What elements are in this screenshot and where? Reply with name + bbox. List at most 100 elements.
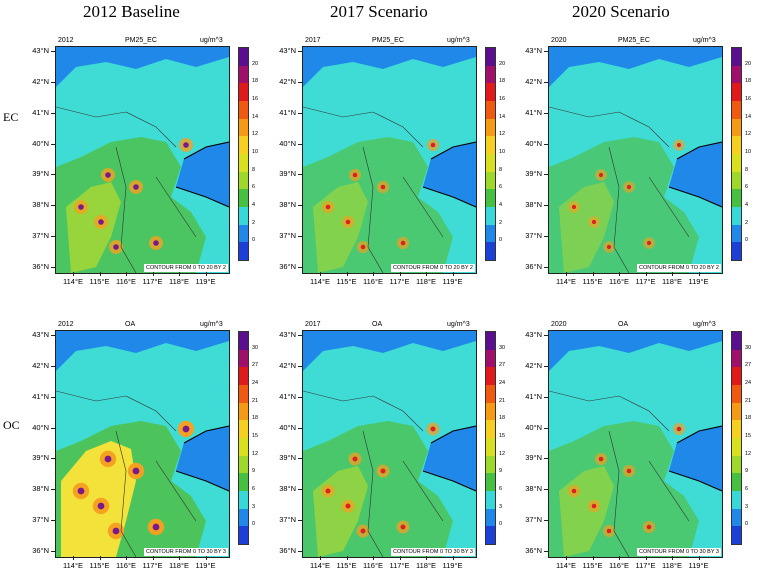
hotspot-core [380, 184, 386, 190]
colorbar-segment [486, 171, 495, 190]
latitude-tick [298, 520, 302, 522]
colorbar-segment [732, 206, 741, 225]
colorbar-segment [486, 420, 495, 438]
colorbar-label: 15 [252, 433, 259, 439]
latitude-tick [544, 365, 548, 367]
longitude-tick [179, 556, 180, 560]
map-svg [549, 57, 722, 273]
colorbar-label: 27 [745, 362, 752, 369]
colorbar [485, 47, 496, 261]
colorbar-segment [239, 384, 248, 403]
colorbar-segment [239, 420, 248, 438]
panel-year: 2012 [58, 37, 74, 44]
latitude-tick [544, 489, 548, 491]
latitude-label: 42°N [525, 76, 542, 86]
latitude-label: 41°N [32, 391, 49, 401]
colorbar-segment [486, 508, 495, 527]
latitude-tick [51, 427, 55, 429]
colorbar-segment [732, 526, 741, 544]
colorbar-segment [732, 48, 741, 66]
hotspot-core [352, 456, 358, 462]
latitude-tick [51, 143, 55, 145]
colorbar-label: 12 [745, 450, 752, 457]
colorbar-label: 20 [252, 60, 259, 67]
latitude-tick [544, 427, 548, 429]
colorbar-label: 0 [252, 521, 256, 528]
colorbar-segment [732, 420, 741, 438]
latitude-tick [298, 51, 302, 52]
colorbar-label: 12 [499, 450, 506, 457]
colorbar-label: 9 [745, 468, 749, 475]
panel-variable: PM25_EC [372, 37, 404, 44]
colorbar [731, 331, 742, 545]
row-label-ec: EC [3, 110, 19, 124]
hotspot-core [591, 219, 597, 225]
latitude-label: 36°N [279, 546, 296, 555]
colorbar-segment [486, 490, 495, 509]
colorbar-segment [732, 65, 741, 84]
longitude-tick [566, 272, 567, 276]
latitude-label: 42°N [279, 360, 296, 370]
hotspot-core [626, 184, 632, 190]
row-label-oc: OC [3, 418, 20, 432]
colorbar-segment [486, 136, 495, 154]
colorbar-label: 30 [745, 344, 752, 351]
latitude-label: 43°N [32, 330, 49, 339]
colorbar-label: 15 [745, 433, 752, 439]
colorbar-segment [732, 118, 741, 137]
latitude-label: 40°N [525, 138, 542, 148]
colorbar-segment [732, 367, 741, 385]
colorbar-label: 6 [252, 184, 256, 191]
colorbar-segment [239, 224, 248, 243]
longitude-label: 117°E [389, 277, 410, 286]
longitude-label: 119°E [688, 277, 709, 286]
hotspot-core [571, 204, 577, 210]
colorbar-label: 30 [252, 344, 259, 351]
hotspot-core [646, 524, 652, 530]
colorbar-label: 6 [745, 486, 749, 492]
sea-region [669, 426, 722, 491]
panel-units: ug/m^3 [693, 37, 716, 44]
contour-note: CONTOUR FROM 0 TO 30 BY 3 [144, 548, 228, 556]
hotspot-core [104, 455, 112, 463]
colorbar-segment [486, 83, 495, 101]
hotspot-core [325, 204, 331, 210]
longitude-label: 119°E [195, 277, 216, 286]
latitude-label: 39°N [525, 453, 542, 463]
colorbar-segment [486, 242, 495, 260]
longitude-tick [152, 556, 154, 560]
colorbar-segment [486, 65, 495, 84]
hotspot-core [400, 240, 406, 246]
longitude-tick [99, 556, 101, 560]
sea-region [423, 426, 476, 491]
colorbar-segment [239, 332, 248, 350]
longitude-label: 114°E [556, 277, 576, 286]
sea-region [176, 426, 229, 491]
latitude-label: 43°N [279, 330, 296, 339]
latitude-label: 37°N [279, 231, 296, 241]
hotspot-core [132, 467, 140, 475]
latitude-tick [544, 205, 548, 207]
coastline [175, 141, 229, 208]
longitude-tick [399, 272, 401, 276]
latitude-tick [544, 143, 548, 145]
boundary-lines [549, 106, 690, 273]
panel-year: 2020 [551, 321, 567, 328]
latitude-tick [298, 143, 302, 145]
latitude-label: 37°N [525, 231, 542, 241]
hotspot-core [97, 502, 105, 510]
colorbar-label: 6 [499, 486, 503, 492]
hotspot-core [113, 244, 119, 250]
colorbar-segment [239, 367, 248, 385]
longitude-label: 117°E [142, 561, 163, 570]
longitude-tick [399, 556, 401, 560]
longitude-label: 117°E [635, 561, 656, 570]
colorbar-segment [486, 100, 495, 119]
colorbar-label: 12 [252, 450, 259, 457]
panel-units: ug/m^3 [200, 321, 223, 328]
colorbar-label: 12 [745, 131, 752, 138]
colorbar-segment [732, 402, 741, 421]
longitude-label: 116°E [363, 277, 383, 286]
colorbar-label: 3 [745, 503, 749, 510]
longitude-label: 119°E [688, 561, 709, 570]
